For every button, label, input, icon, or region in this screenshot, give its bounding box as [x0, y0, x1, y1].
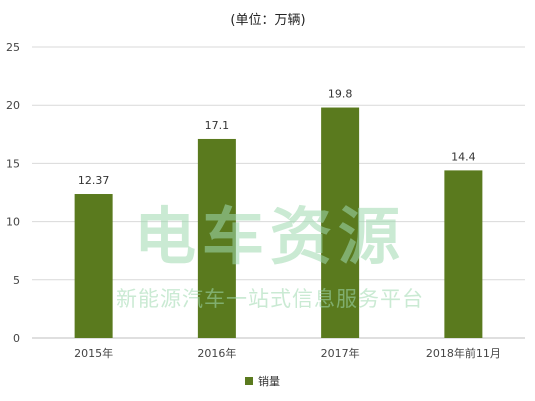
y-tick-label: 0	[13, 332, 20, 345]
y-axis-ticks: 0 5 10 15 20 25	[6, 41, 20, 345]
y-tick-label: 10	[6, 216, 20, 229]
data-label: 14.4	[451, 150, 476, 163]
bars	[74, 107, 483, 338]
chart-title: (单位：万辆)	[230, 13, 305, 28]
legend-swatch	[245, 377, 253, 385]
y-tick-label: 5	[13, 274, 20, 287]
data-labels: 12.37 17.1 19.8 14.4	[78, 88, 476, 187]
x-tick-label: 2016年	[197, 346, 236, 360]
watermark-sub: 新能源汽车一站式信息服务平台	[116, 287, 424, 311]
x-tick-label: 2017年	[321, 346, 360, 360]
legend: 销量	[245, 374, 280, 388]
x-tick-label: 2015年	[74, 346, 113, 360]
grid-layer	[32, 46, 525, 339]
data-label: 12.37	[78, 174, 110, 187]
y-tick-label: 15	[6, 157, 20, 170]
bar	[197, 138, 236, 338]
watermark-main: 电车资源	[134, 200, 406, 273]
data-label: 19.8	[328, 88, 353, 101]
x-axis-ticks: 2015年 2016年 2017年 2018年前11月	[74, 346, 501, 360]
data-label: 17.1	[205, 119, 230, 132]
y-tick-label: 25	[6, 41, 20, 54]
bar	[74, 194, 113, 338]
watermark: 电车资源 新能源汽车一站式信息服务平台	[116, 200, 424, 311]
bar	[321, 107, 360, 338]
y-tick-label: 20	[6, 99, 20, 112]
x-tick-label: 2018年前11月	[426, 346, 501, 360]
bar	[444, 170, 483, 338]
legend-label: 销量	[258, 374, 280, 388]
